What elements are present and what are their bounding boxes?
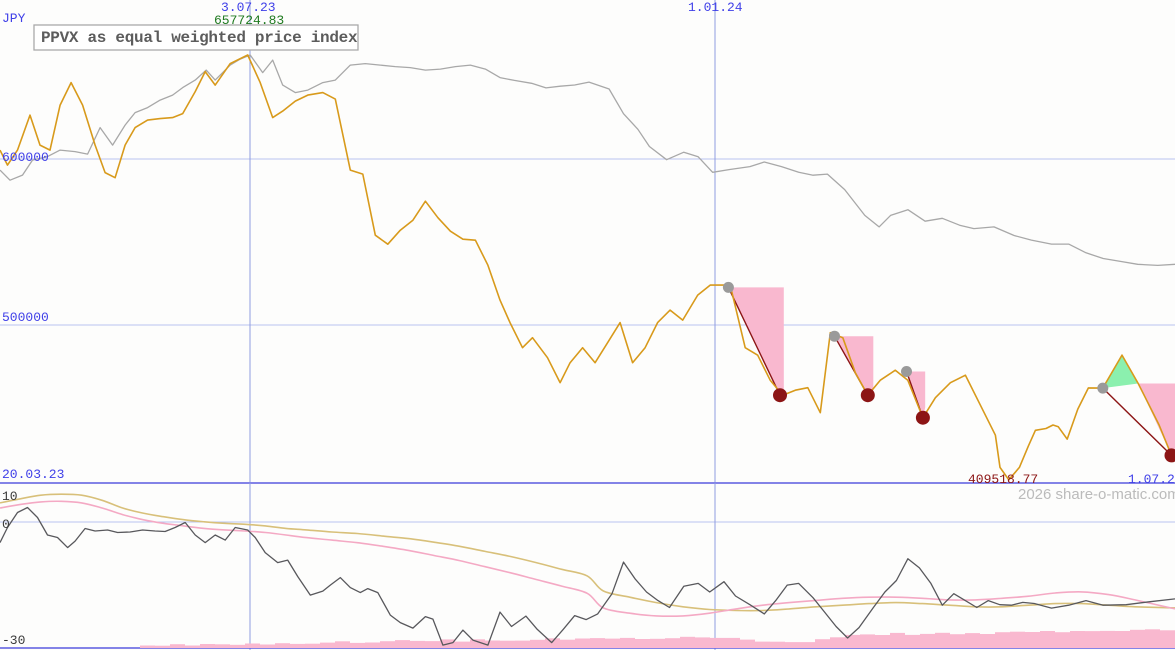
svg-text:600000: 600000 xyxy=(2,150,49,165)
svg-text:409518.77: 409518.77 xyxy=(968,472,1038,487)
svg-text:1.07.24: 1.07.24 xyxy=(1128,472,1175,487)
svg-text:-30: -30 xyxy=(2,633,25,648)
svg-text:JPY: JPY xyxy=(2,11,26,26)
svg-text:2026 share-o-matic.com: 2026 share-o-matic.com xyxy=(1018,486,1175,503)
svg-text:657724.83: 657724.83 xyxy=(214,13,284,28)
svg-text:0: 0 xyxy=(2,517,10,532)
svg-text:10: 10 xyxy=(2,489,18,504)
svg-text:1.01.24: 1.01.24 xyxy=(688,0,743,15)
svg-text:500000: 500000 xyxy=(2,310,49,325)
svg-text:20.03.23: 20.03.23 xyxy=(2,467,64,482)
svg-text:PPVX as equal weighted price i: PPVX as equal weighted price index xyxy=(41,29,358,47)
